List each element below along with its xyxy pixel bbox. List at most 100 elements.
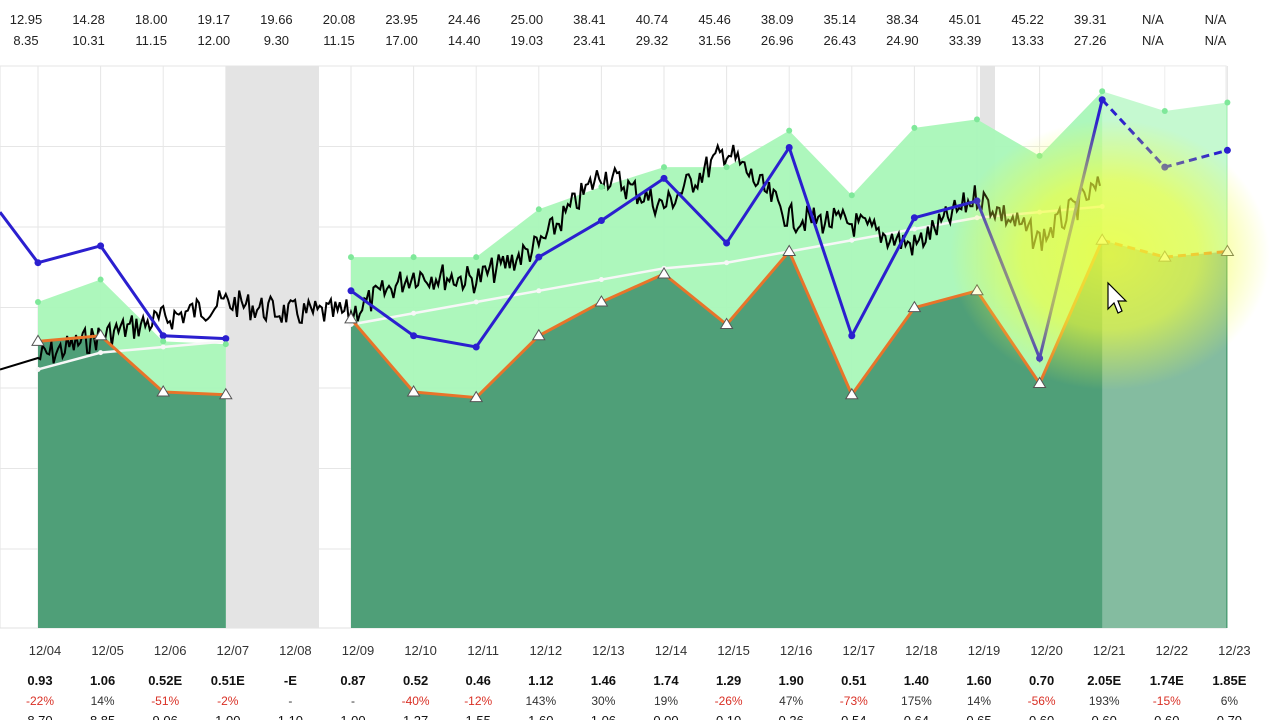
earnings-triangle-marker — [469, 390, 484, 403]
high-price-label: 20.08 — [323, 12, 356, 27]
pe-value-partial: 8.70 — [27, 713, 52, 720]
eps-value: 2.05E — [1087, 673, 1121, 688]
eps-change: 14% — [91, 694, 115, 708]
pe-value-partial: 1.55 — [466, 713, 491, 720]
x-tick-label: 12/20 — [1030, 643, 1063, 658]
low-price-label: N/A — [1142, 33, 1164, 48]
x-tick-label: 12/15 — [717, 643, 750, 658]
x-tick-label: 12/06 — [154, 643, 187, 658]
eps-change: -40% — [402, 694, 430, 708]
earnings-area — [351, 240, 1228, 628]
band-point — [410, 254, 417, 261]
x-tick-label: 12/14 — [655, 643, 688, 658]
earnings-triangle-marker — [93, 328, 108, 341]
earnings-area — [38, 335, 226, 628]
x-tick-label: 12/22 — [1156, 643, 1189, 658]
eps-change: -73% — [840, 694, 868, 708]
normal-pe-point — [97, 242, 105, 250]
pe-value-partial: 0.36 — [779, 713, 804, 720]
eps-change: 14% — [967, 694, 991, 708]
fair-value-point — [473, 299, 479, 305]
low-price-label: 11.15 — [135, 33, 167, 48]
eps-value: 0.93 — [27, 673, 52, 688]
band-point — [974, 116, 980, 123]
low-price-label: 24.90 — [886, 33, 919, 48]
fair-value-point — [411, 310, 417, 316]
eps-change: 143% — [525, 694, 556, 708]
earnings-triangle-marker — [218, 387, 233, 400]
x-tick-label: 12/21 — [1093, 643, 1126, 658]
x-tick-label: 12/16 — [780, 643, 813, 658]
low-price-label: 23.41 — [573, 33, 606, 48]
high-price-label: 25.00 — [511, 12, 544, 27]
band-point — [35, 299, 41, 306]
pe-value-partial: 1.27 — [403, 713, 428, 720]
high-price-label: 45.46 — [698, 12, 731, 27]
eps-change: -26% — [715, 694, 743, 708]
pe-value-partial: 0.00 — [653, 713, 678, 720]
band-point — [97, 276, 104, 283]
eps-change: -15% — [1153, 694, 1181, 708]
high-price-label: 38.41 — [573, 12, 606, 27]
band-point — [1224, 99, 1231, 106]
x-tick-label: 12/23 — [1218, 643, 1251, 658]
x-tick-label: 12/18 — [905, 643, 938, 658]
normal-pe-point — [347, 287, 355, 295]
normal-pe-line-lead — [0, 211, 40, 264]
pe-value-partial: 0.10 — [716, 713, 741, 720]
normal-pe-line — [37, 244, 226, 341]
fair-value-point — [849, 237, 855, 243]
low-price-label: 14.40 — [448, 33, 481, 48]
fair-value-point — [35, 366, 41, 372]
earnings-triangle-marker — [531, 328, 546, 341]
normal-pe-point — [1223, 146, 1231, 154]
eps-value: 1.74E — [1150, 673, 1184, 688]
normal-pe-point — [910, 214, 918, 222]
pe-value-partial: 0.70 — [1217, 713, 1242, 720]
high-price-label: 19.66 — [260, 12, 293, 27]
band-point — [848, 192, 855, 199]
normal-pe-point — [159, 332, 167, 340]
eps-value: 1.40 — [904, 673, 929, 688]
earnings-triangle-marker — [156, 384, 171, 397]
eps-value: 0.52E — [148, 673, 182, 688]
eps-rows: 0.93 1.06 0.52E 0.51E -E 0.87 0.52 0.46 1.12 1.46… — [26, 673, 1247, 720]
fair-value-point — [598, 277, 604, 283]
high-price-label: 14.28 — [72, 12, 105, 27]
x-tick-label: 12/07 — [217, 643, 250, 658]
fair-value-point — [536, 288, 542, 294]
band-point — [911, 124, 918, 131]
earnings-triangle-marker — [844, 387, 859, 400]
band-point — [473, 254, 480, 261]
normal-pe-point — [597, 217, 605, 225]
low-price-label: 31.56 — [698, 33, 731, 48]
low-price-label: 19.03 — [511, 33, 544, 48]
high-price-label: 23.95 — [385, 12, 418, 27]
eps-value: 0.46 — [466, 673, 491, 688]
high-price-label: 40.74 — [636, 12, 669, 27]
x-tick-label: 12/12 — [530, 643, 563, 658]
eps-change: -2% — [217, 694, 239, 708]
low-price-label: 26.43 — [824, 33, 857, 48]
fair-value-point — [160, 344, 166, 350]
eps-change: - — [351, 694, 355, 708]
eps-value: 1.06 — [90, 673, 115, 688]
pe-value-partial: 0.65 — [966, 713, 991, 720]
earnings-triangle-marker — [907, 300, 922, 313]
band-point — [598, 183, 605, 190]
low-price-label: 26.96 — [761, 33, 794, 48]
low-price-label: 29.32 — [636, 33, 669, 48]
band-point — [348, 254, 354, 261]
low-price-label: 10.31 — [72, 33, 105, 48]
x-tick-label: 12/08 — [279, 643, 312, 658]
eps-value: 0.70 — [1029, 673, 1054, 688]
normal-pe-point — [535, 253, 543, 261]
normal-pe-point — [472, 343, 480, 351]
x-tick-label: 12/05 — [91, 643, 124, 658]
earnings-triangle-marker — [1032, 376, 1047, 389]
eps-change: 47% — [779, 694, 803, 708]
eps-value: 1.12 — [528, 673, 553, 688]
x-tick-label: 12/13 — [592, 643, 625, 658]
high-price-label: 45.01 — [949, 12, 982, 27]
